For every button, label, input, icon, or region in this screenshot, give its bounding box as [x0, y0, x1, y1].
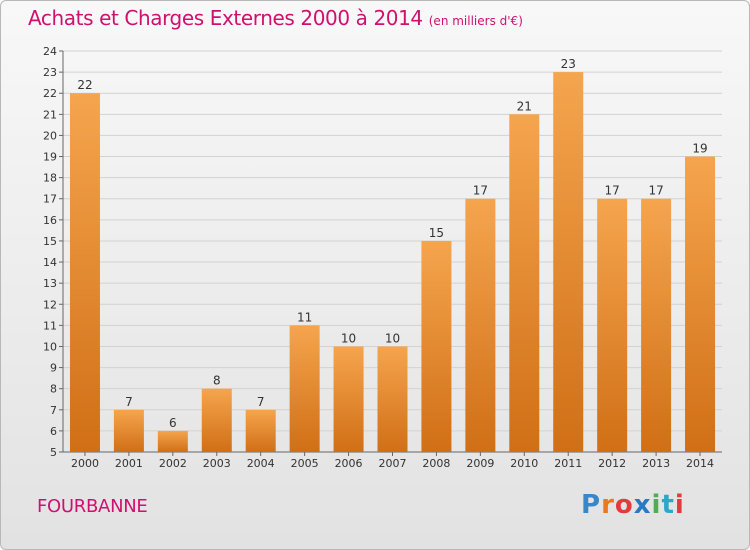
- value-label: 22: [77, 78, 92, 92]
- bar-2004: [245, 409, 276, 452]
- y-tick-label: 7: [50, 404, 57, 417]
- y-tick-label: 23: [43, 66, 57, 79]
- unit-text: (en milliers d'€): [428, 14, 523, 28]
- bar-2005: [289, 325, 320, 452]
- bar-2003: [201, 388, 232, 452]
- x-tick-label: 2012: [598, 457, 626, 470]
- value-label: 10: [385, 331, 400, 345]
- x-tick-label: 2001: [115, 457, 143, 470]
- value-label: 8: [213, 374, 221, 388]
- x-tick-label: 2006: [335, 457, 363, 470]
- y-tick-label: 6: [50, 425, 57, 438]
- value-label: 17: [605, 184, 620, 198]
- y-tick-label: 10: [43, 340, 57, 353]
- x-tick-label: 2014: [686, 457, 714, 470]
- bar-2013: [641, 198, 672, 452]
- bar-2001: [113, 409, 144, 452]
- y-tick-label: 17: [43, 193, 57, 206]
- y-tick-label: 14: [43, 256, 57, 269]
- value-label: 11: [297, 310, 312, 324]
- y-tick-label: 16: [43, 214, 57, 227]
- value-label: 7: [125, 395, 133, 409]
- x-tick-label: 2002: [159, 457, 187, 470]
- x-tick-label: 2003: [203, 457, 231, 470]
- logo-letter: r: [601, 490, 615, 520]
- bar-2012: [597, 198, 628, 452]
- bar-2000: [69, 93, 100, 453]
- y-tick-label: 22: [43, 87, 57, 100]
- logo-letter: t: [661, 490, 675, 520]
- y-tick-label: 12: [43, 298, 57, 311]
- x-tick-label: 2005: [291, 457, 319, 470]
- y-tick-label: 13: [43, 277, 57, 290]
- x-tick-label: 2010: [510, 457, 538, 470]
- x-tick-label: 2013: [642, 457, 670, 470]
- labels: 5 6 7 8 9 10 11 12 13 14 15 16 17 18 19 20 21 22 23 24 22 200…: [43, 45, 714, 470]
- logo-letter: P: [581, 490, 602, 520]
- value-label: 15: [429, 226, 444, 240]
- y-tick-label: 19: [43, 151, 57, 164]
- bar-2010: [509, 114, 540, 452]
- y-tick-label: 24: [43, 45, 57, 58]
- logo-letter: x: [633, 490, 652, 520]
- bar-2002: [157, 430, 188, 452]
- y-tick-label: 9: [50, 362, 57, 375]
- x-tick-label: 2004: [247, 457, 275, 470]
- value-label: 17: [473, 184, 488, 198]
- x-tick-label: 2007: [379, 457, 407, 470]
- value-label: 6: [169, 416, 177, 430]
- logo-letter: i: [651, 490, 662, 520]
- value-label: 21: [517, 99, 532, 113]
- value-label: 17: [648, 184, 663, 198]
- bar-2011: [553, 72, 584, 453]
- bars: [69, 72, 716, 453]
- proxiti-logo: Proxiti: [581, 490, 685, 520]
- commune-name: FOURBANNE: [37, 496, 148, 517]
- bar-2009: [465, 198, 496, 452]
- logo-letter: o: [614, 490, 634, 520]
- value-label: 19: [692, 142, 707, 156]
- y-tick-label: 18: [43, 172, 57, 185]
- x-tick-label: 2008: [422, 457, 450, 470]
- bar-2008: [421, 240, 452, 452]
- title-text: Achats et Charges Externes 2000 à 2014: [28, 6, 423, 30]
- y-tick-label: 5: [50, 446, 57, 459]
- value-label: 7: [257, 395, 265, 409]
- value-label: 23: [561, 57, 576, 71]
- logo-letter: i: [674, 490, 685, 520]
- y-tick-label: 21: [43, 108, 57, 121]
- chart-title: Achats et Charges Externes 2000 à 2014 (e…: [28, 6, 523, 30]
- y-tick-label: 15: [43, 235, 57, 248]
- y-tick-label: 8: [50, 383, 57, 396]
- bar-2014: [685, 156, 716, 453]
- value-label: 10: [341, 331, 356, 345]
- y-tick-label: 11: [43, 319, 57, 332]
- y-tick-label: 20: [43, 129, 57, 142]
- x-tick-label: 2000: [71, 457, 99, 470]
- bar-2006: [333, 346, 364, 452]
- bar-2007: [377, 346, 408, 452]
- x-tick-label: 2011: [554, 457, 582, 470]
- x-tick-label: 2009: [466, 457, 494, 470]
